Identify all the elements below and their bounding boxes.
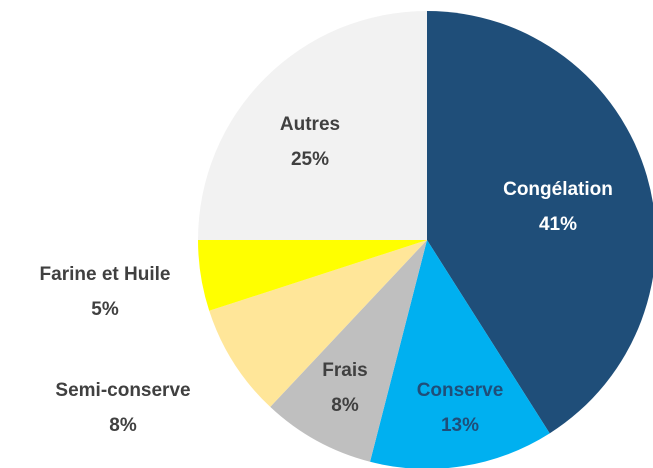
pie-slice bbox=[270, 240, 427, 462]
pie-slice bbox=[198, 11, 427, 240]
slice-label: Frais bbox=[322, 360, 367, 381]
slice-value-label: 8% bbox=[331, 395, 359, 416]
pie-slice bbox=[370, 240, 550, 468]
slice-value-label: 25% bbox=[291, 149, 329, 170]
slice-label: Semi-conserve bbox=[55, 380, 190, 401]
slice-label: Conserve bbox=[417, 380, 504, 401]
slice-value-label: 41% bbox=[539, 214, 577, 235]
slice-value-label: 5% bbox=[91, 299, 119, 320]
slice-value-label: 8% bbox=[109, 415, 137, 436]
slice-label: Congélation bbox=[503, 179, 613, 200]
pie-slice bbox=[198, 240, 427, 311]
pie-slice bbox=[209, 240, 427, 407]
slice-label: Autres bbox=[280, 114, 340, 135]
pie-slice bbox=[427, 11, 653, 434]
slice-label: Farine et Huile bbox=[40, 264, 171, 285]
slice-value-label: 13% bbox=[441, 415, 479, 436]
